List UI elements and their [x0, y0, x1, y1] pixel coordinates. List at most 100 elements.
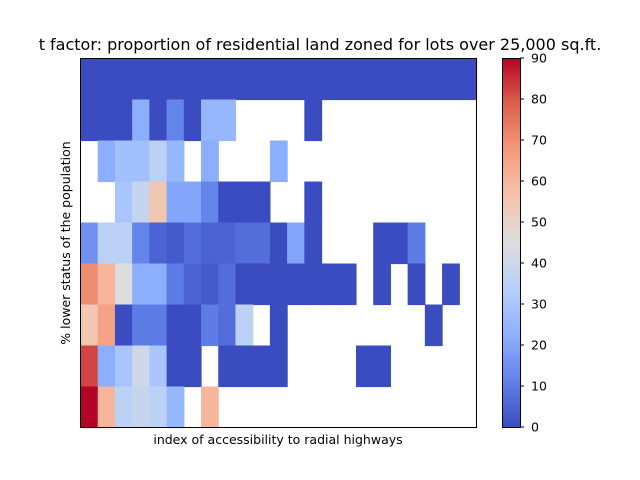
heatmap-cell: [390, 222, 409, 265]
heatmap-cell: [183, 99, 202, 142]
colorbar-tick-label: 50: [531, 215, 547, 230]
heatmap-cell: [149, 386, 168, 429]
colorbar-tick-label: 20: [531, 338, 547, 353]
heatmap-cell: [80, 263, 99, 306]
heatmap-cell: [132, 222, 150, 265]
heatmap-cell: [166, 222, 185, 265]
heatmap-cell: [218, 304, 237, 347]
heatmap-cell: [132, 99, 150, 142]
colorbar-tick-label: 70: [531, 133, 547, 148]
heatmap-cell: [218, 181, 237, 224]
heatmap-cell: [442, 263, 460, 306]
heatmap-cell: [201, 304, 219, 347]
heatmap-cell: [97, 140, 116, 183]
heatmap-cell: [149, 304, 168, 347]
heatmap-cell: [166, 386, 185, 429]
heatmap-cell: [183, 58, 202, 101]
heatmap-cell: [442, 58, 460, 101]
heatmap-cell: [114, 181, 133, 224]
heatmap-cell: [269, 304, 288, 347]
heatmap-cell: [114, 345, 133, 388]
colorbar-ticks: 0 10 20 30 40 50 60 70 80 90: [520, 51, 547, 435]
heatmap-cell: [166, 99, 185, 142]
heatmap-cell: [149, 181, 168, 224]
heatmap-cell: [149, 58, 168, 101]
heatmap-cell: [304, 99, 323, 142]
heatmap-cell: [201, 99, 219, 142]
colorbar-tick-label: 60: [531, 174, 547, 189]
heatmap-cell: [459, 58, 478, 101]
heatmap-cell: [132, 386, 150, 429]
heatmap-cell: [183, 222, 202, 265]
heatmap-cell: [80, 304, 99, 347]
heatmap-cell: [218, 99, 237, 142]
heatmap-cell: [304, 58, 323, 101]
heatmap-cell: [321, 58, 340, 101]
heatmap-cell: [114, 99, 133, 142]
heatmap-cell: [252, 58, 271, 101]
x-axis-label: index of accessibility to radial highway…: [153, 432, 402, 447]
heatmap-cell: [80, 386, 99, 429]
heatmap-cell: [114, 304, 133, 347]
heatmap-cell: [218, 58, 237, 101]
heatmap-cell: [201, 263, 219, 306]
heatmap-cell: [424, 58, 443, 101]
heatmap-cell: [149, 99, 168, 142]
heatmap-cell: [235, 222, 254, 265]
heatmap-cell: [287, 222, 305, 265]
heatmap-cell: [166, 181, 185, 224]
heatmap-cell: [149, 222, 168, 265]
heatmap-cell: [183, 181, 202, 224]
heatmap-cell: [407, 263, 426, 306]
heatmap-cell: [149, 140, 168, 183]
heatmap-cell: [252, 181, 271, 224]
heatmap-cell: [149, 345, 168, 388]
colorbar-gradient: [502, 58, 520, 427]
heatmap-cell: [97, 58, 116, 101]
heatmap-cell: [114, 386, 133, 429]
heatmap-cell: [201, 222, 219, 265]
heatmap-cell: [252, 345, 271, 388]
heatmap-cell: [321, 263, 340, 306]
heatmap-cell: [269, 345, 288, 388]
heatmap-cell: [407, 222, 426, 265]
heatmap-cell: [201, 386, 219, 429]
heatmap-cell: [132, 345, 150, 388]
heatmap-cell: [132, 140, 150, 183]
heatmap-cell: [201, 181, 219, 224]
chart-title: t factor: proportion of residential land…: [39, 35, 602, 54]
heatmap-cell: [80, 345, 99, 388]
heatmap-cell: [132, 263, 150, 306]
heatmap-cell: [390, 58, 409, 101]
heatmap-cell: [304, 263, 323, 306]
colorbar-tick-label: 30: [531, 297, 547, 312]
heatmap-cell: [166, 304, 185, 347]
heatmap-cell: [338, 58, 357, 101]
heatmap-cell: [132, 181, 150, 224]
colorbar-tick-label: 0: [531, 420, 539, 435]
heatmap-cell: [355, 345, 374, 388]
heatmap-cell: [235, 181, 254, 224]
colorbar: 0 10 20 30 40 50 60 70 80 90: [502, 51, 547, 435]
heatmap-cells: [80, 58, 478, 429]
heatmap-cell: [218, 263, 237, 306]
colorbar-tick-label: 10: [531, 379, 547, 394]
heatmap-cell: [338, 263, 357, 306]
heatmap-cell: [114, 58, 133, 101]
heatmap-cell: [373, 222, 392, 265]
heatmap-cell: [97, 345, 116, 388]
heatmap-cell: [80, 222, 99, 265]
heatmap-cell: [235, 345, 254, 388]
heatmap-cell: [218, 345, 237, 388]
heatmap-cell: [355, 58, 374, 101]
heatmap-cell: [97, 222, 116, 265]
heatmap-cell: [235, 263, 254, 306]
heatmap-cell: [269, 140, 288, 183]
heatmap-cell: [97, 99, 116, 142]
colorbar-tick-label: 40: [531, 256, 547, 271]
heatmap-cell: [97, 263, 116, 306]
heatmap-cell: [166, 140, 185, 183]
heatmap-cell: [287, 263, 305, 306]
heatmap-cell: [304, 222, 323, 265]
